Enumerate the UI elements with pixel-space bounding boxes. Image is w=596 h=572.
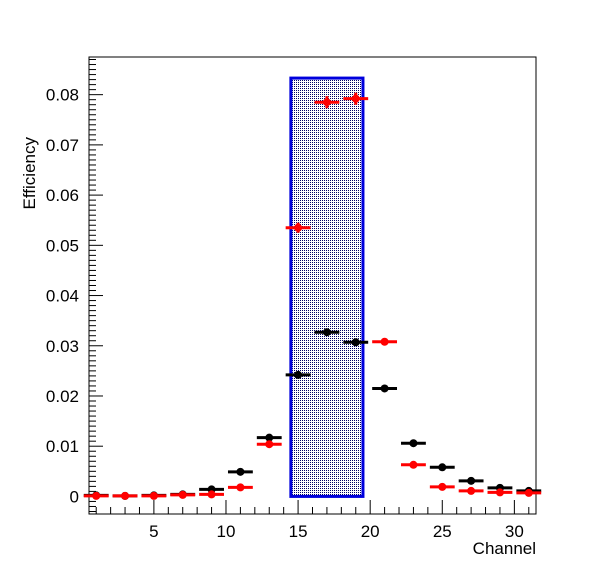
- data-point: [516, 488, 542, 497]
- y-tick-label: 0: [70, 487, 79, 506]
- data-point: [141, 491, 167, 500]
- x-tick-label: 20: [361, 522, 380, 541]
- series-1: [83, 92, 542, 500]
- data-marker: [236, 467, 245, 476]
- data-point: [314, 96, 340, 109]
- highlight-region: [289, 76, 365, 498]
- y-tick-label: 0.08: [46, 86, 79, 105]
- data-point: [372, 384, 398, 393]
- x-tick-label: 15: [289, 522, 308, 541]
- y-tick-label: 0.04: [46, 287, 79, 306]
- data-point: [285, 370, 311, 379]
- highlight-region-layer: [289, 76, 365, 498]
- data-marker: [294, 370, 303, 379]
- x-axis: 5 10 15 20 25 30: [95, 500, 530, 541]
- y-tick-label: 0.01: [46, 437, 79, 456]
- data-point: [372, 337, 398, 346]
- data-point: [314, 328, 340, 337]
- data-point: [170, 490, 196, 499]
- y-tick-label: 0.05: [46, 236, 79, 255]
- data-marker: [409, 439, 418, 448]
- y-tick-label: 0.03: [46, 337, 79, 356]
- data-marker: [265, 433, 274, 442]
- y-axis-title: Efficiency: [20, 137, 39, 210]
- data-marker: [467, 476, 476, 485]
- x-tick-label: 10: [217, 522, 236, 541]
- data-point: [429, 463, 455, 472]
- data-point: [199, 490, 224, 499]
- y-tick-label: 0.06: [46, 186, 79, 205]
- data-marker: [322, 328, 331, 337]
- data-marker: [467, 486, 476, 495]
- data-point: [487, 488, 513, 497]
- x-tick-label: 30: [505, 522, 524, 541]
- data-marker: [438, 463, 447, 472]
- data-marker: [322, 98, 331, 107]
- data-marker: [265, 440, 274, 449]
- data-marker: [524, 488, 533, 497]
- data-point: [227, 467, 253, 476]
- x-tick-label: 5: [149, 522, 158, 541]
- data-point: [112, 491, 138, 500]
- data-marker: [207, 490, 216, 499]
- x-tick-label: 25: [433, 522, 452, 541]
- data-marker: [294, 223, 303, 232]
- data-point: [227, 483, 253, 492]
- data-point: [343, 92, 369, 105]
- data-point: [285, 222, 311, 233]
- data-marker: [438, 482, 447, 491]
- data-point: [83, 491, 109, 500]
- x-axis-title: Channel: [473, 539, 536, 558]
- y-axis: 0 0.01 0.02 0.03 0.04 0.05 0.06 0.07 0.08: [46, 59, 103, 512]
- data-marker: [380, 337, 389, 346]
- data-marker: [121, 491, 130, 500]
- y-tick-label: 0.07: [46, 136, 79, 155]
- data-point: [343, 338, 369, 347]
- data-marker: [409, 460, 418, 469]
- series-layer: [83, 92, 542, 500]
- data-marker: [351, 338, 360, 347]
- data-marker: [495, 488, 504, 497]
- data-marker: [351, 94, 360, 103]
- data-point: [401, 439, 426, 448]
- data-point: [458, 476, 484, 485]
- data-marker: [92, 491, 101, 500]
- data-point: [256, 440, 282, 449]
- y-tick-label: 0.02: [46, 387, 79, 406]
- data-marker: [380, 384, 389, 393]
- data-point: [256, 433, 282, 442]
- data-marker: [149, 491, 158, 500]
- data-point: [458, 486, 484, 495]
- data-marker: [236, 483, 245, 492]
- data-point: [401, 460, 426, 469]
- data-marker: [178, 490, 187, 499]
- data-point: [429, 482, 455, 491]
